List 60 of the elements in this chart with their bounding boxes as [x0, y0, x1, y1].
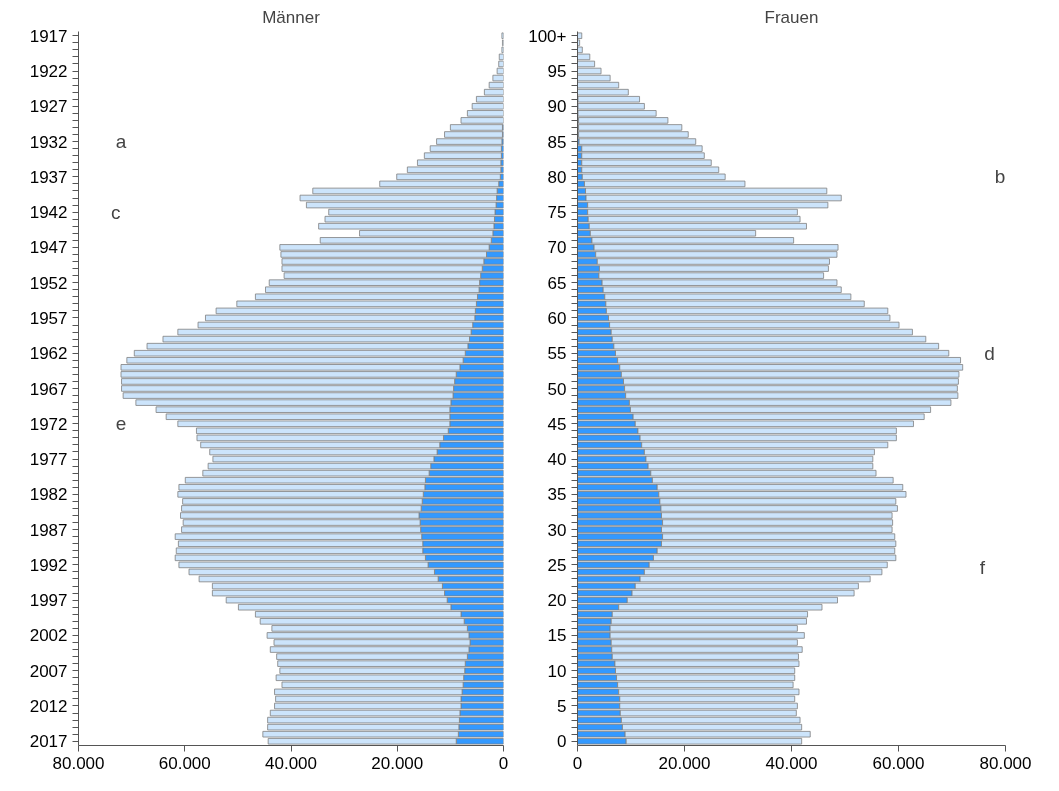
y-tick-label: 1952: [29, 273, 68, 293]
y-tick-label: 25: [547, 555, 567, 575]
y-tick-label: 80: [547, 167, 567, 187]
y-tick-label: 30: [547, 520, 567, 540]
y-tick-label: 100+: [528, 26, 567, 46]
y-tick-label: 1947: [29, 238, 68, 258]
y-tick-label: 20: [547, 591, 567, 611]
y-tick-label: 45: [547, 414, 567, 434]
y-tick-label: 0: [557, 732, 567, 752]
x-tick-label: 80.000: [52, 753, 105, 773]
y-tick-label: 5: [557, 696, 567, 716]
x-tick-label: 60.000: [872, 753, 925, 773]
y-tick-label: 65: [547, 273, 567, 293]
y-tick-label: 40: [547, 450, 567, 470]
y-tick-label: 1957: [29, 308, 68, 328]
y-tick-label: 35: [547, 485, 567, 505]
annotation: b: [994, 166, 1006, 188]
y-tick-label: 1972: [29, 414, 68, 434]
x-tick-label: 0: [498, 753, 509, 773]
annotation: d: [984, 342, 995, 364]
y-tick-label: 1927: [29, 97, 68, 117]
chart-title: Männer: [262, 7, 321, 27]
annotation: c: [110, 201, 121, 223]
y-tick-label: 2002: [29, 626, 68, 646]
y-tick-label: 2017: [29, 732, 68, 752]
y-tick-label: 1987: [29, 520, 68, 540]
annotation: e: [115, 413, 127, 435]
y-tick-label: 1982: [29, 485, 68, 505]
y-tick-label: 60: [547, 308, 567, 328]
y-tick-label: 55: [547, 344, 567, 364]
y-tick-label: 1917: [29, 26, 68, 46]
y-tick-label: 1932: [29, 132, 68, 152]
x-tick-label: 0: [572, 753, 583, 773]
y-tick-label: 1922: [29, 62, 68, 82]
x-tick-label: 80.000: [979, 753, 1032, 773]
y-tick-label: 15: [547, 626, 567, 646]
annotation: a: [115, 131, 127, 153]
y-tick-label: 1937: [29, 167, 68, 187]
y-tick-label: 1977: [29, 450, 68, 470]
y-tick-label: 1967: [29, 379, 68, 399]
x-tick-label: 60.000: [158, 753, 211, 773]
y-tick-label: 1962: [29, 344, 68, 364]
y-tick-label: 10: [547, 661, 567, 681]
annotation: f: [979, 557, 986, 578]
y-tick-label: 2007: [29, 661, 68, 681]
y-tick-label: 75: [547, 203, 567, 223]
x-tick-label: 20.000: [371, 753, 424, 773]
y-tick-label: 2012: [29, 696, 68, 716]
y-tick-label: 90: [547, 97, 567, 117]
x-tick-label: 20.000: [658, 753, 711, 773]
y-tick-label: 95: [547, 62, 567, 82]
y-tick-label: 1997: [29, 591, 68, 611]
y-tick-label: 70: [547, 238, 567, 258]
x-tick-label: 40.000: [265, 753, 317, 773]
y-tick-label: 1992: [29, 555, 68, 575]
x-tick-label: 40.000: [765, 753, 818, 773]
chart-title: Frauen: [764, 7, 819, 27]
y-tick-label: 1942: [29, 203, 68, 223]
y-tick-label: 85: [547, 132, 567, 152]
y-tick-label: 50: [547, 379, 567, 399]
